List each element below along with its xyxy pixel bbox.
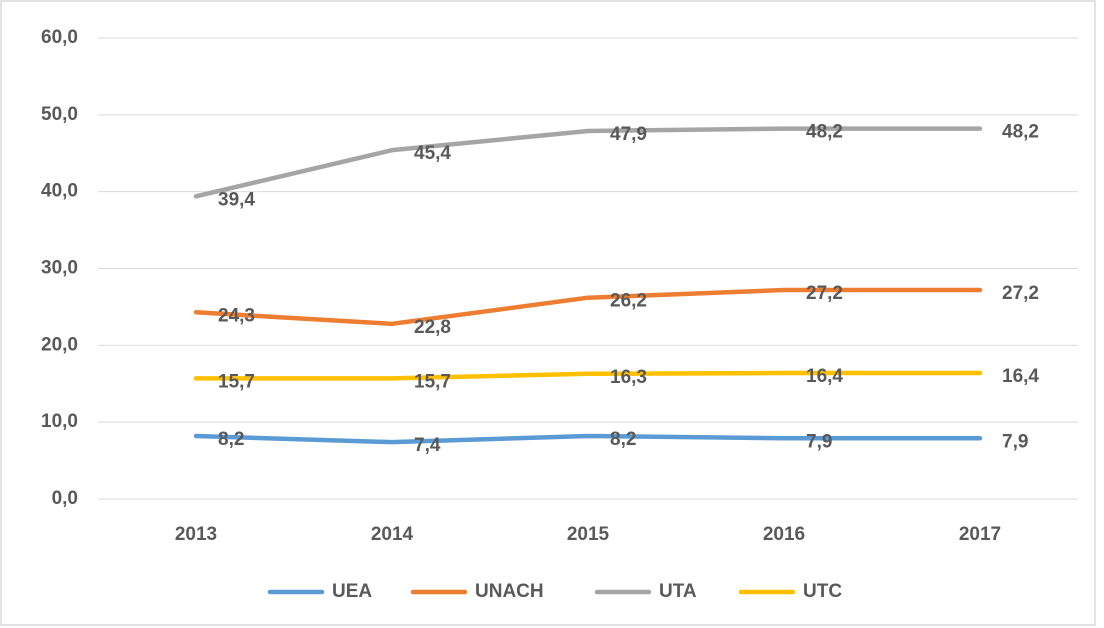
y-tick-label: 50,0: [41, 104, 78, 125]
data-label: 27,2: [1002, 283, 1039, 304]
data-label: 7,9: [1002, 431, 1028, 452]
y-tick-label: 20,0: [41, 334, 78, 355]
data-label: 16,4: [806, 366, 843, 387]
legend-label: UNACH: [475, 581, 544, 602]
legend-label: UTA: [659, 581, 697, 602]
y-tick-label: 40,0: [41, 181, 78, 202]
data-label: 7,9: [806, 431, 832, 452]
legend-label: UTC: [803, 581, 842, 602]
series-line: [193, 287, 983, 327]
series-line: [193, 370, 983, 381]
y-tick-label: 0,0: [52, 488, 78, 509]
x-tick-label: 2016: [763, 524, 805, 545]
data-label: 15,7: [414, 371, 451, 392]
data-label: 15,7: [218, 371, 255, 392]
y-tick-label: 10,0: [41, 411, 78, 432]
data-label: 22,8: [414, 317, 451, 338]
legend-label: UEA: [332, 581, 372, 602]
x-tick-label: 2015: [567, 524, 610, 545]
y-tick-label: 30,0: [41, 258, 78, 279]
data-label: 26,2: [610, 291, 647, 312]
data-label: 24,3: [218, 305, 255, 326]
data-label: 8,2: [610, 429, 636, 450]
x-tick-label: 2014: [371, 524, 414, 545]
data-label: 16,3: [610, 367, 647, 388]
data-label: 39,4: [218, 189, 255, 210]
series-line: [193, 433, 983, 445]
data-label: 48,2: [806, 122, 843, 143]
data-label: 47,9: [610, 124, 647, 145]
data-label: 8,2: [218, 429, 244, 450]
data-label: 16,4: [1002, 366, 1039, 387]
y-tick-label: 60,0: [41, 27, 78, 48]
data-label: 27,2: [806, 283, 843, 304]
series-line: [193, 126, 983, 199]
data-label: 48,2: [1002, 122, 1039, 143]
x-tick-label: 2013: [175, 524, 217, 545]
data-label: 45,4: [414, 143, 451, 164]
data-label: 7,4: [414, 435, 441, 456]
x-tick-label: 2017: [959, 524, 1001, 545]
